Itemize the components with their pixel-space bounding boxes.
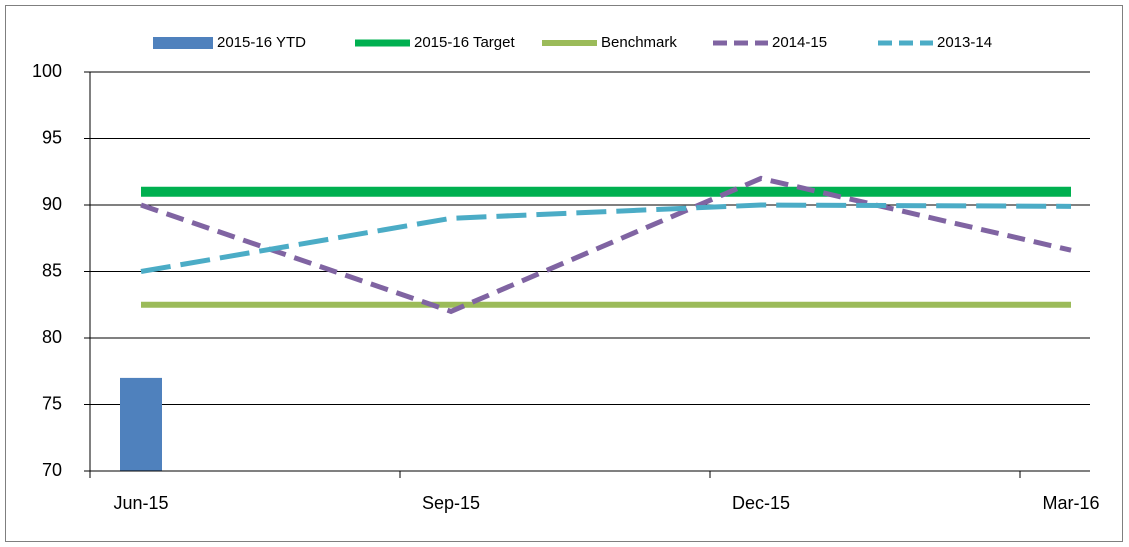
- legend-label: 2013-14: [937, 34, 992, 51]
- legend-label: Benchmark: [601, 34, 677, 51]
- x-tick-label: Mar-16: [1042, 493, 1099, 513]
- legend-swatch: [153, 37, 213, 49]
- line-series: [140, 175, 1072, 315]
- legend-label: 2015-16 YTD: [217, 34, 306, 51]
- x-tick-label: Sep-15: [422, 493, 480, 513]
- y-tick-label: 75: [42, 393, 62, 413]
- y-tick-label: 100: [32, 61, 62, 81]
- y-tick-label: 80: [42, 327, 62, 347]
- y-tick-label: 70: [42, 460, 62, 480]
- y-tick-label: 90: [42, 194, 62, 214]
- bar: [120, 377, 162, 471]
- x-tick-label: Dec-15: [732, 493, 790, 513]
- x-tick-label: Jun-15: [113, 493, 168, 513]
- y-tick-label: 85: [42, 260, 62, 280]
- y-tick-label: 95: [42, 127, 62, 147]
- chart-frame: [5, 5, 1123, 542]
- legend-label: 2015-16 Target: [414, 34, 515, 51]
- legend-label: 2014-15: [772, 34, 827, 51]
- line-series: [140, 202, 1072, 274]
